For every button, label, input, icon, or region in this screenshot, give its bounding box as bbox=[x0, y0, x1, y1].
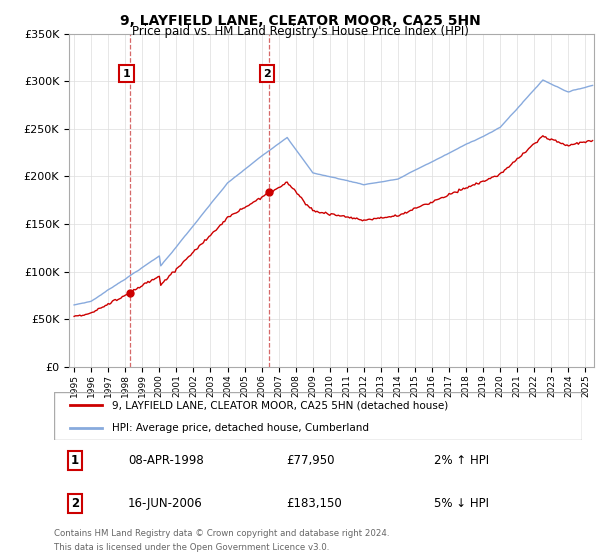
Text: 08-APR-1998: 08-APR-1998 bbox=[128, 454, 203, 467]
Text: 2: 2 bbox=[263, 68, 271, 78]
Text: HPI: Average price, detached house, Cumberland: HPI: Average price, detached house, Cumb… bbox=[112, 423, 369, 433]
Text: £183,150: £183,150 bbox=[286, 497, 342, 510]
Text: 2% ↑ HPI: 2% ↑ HPI bbox=[434, 454, 489, 467]
Text: 9, LAYFIELD LANE, CLEATOR MOOR, CA25 5HN: 9, LAYFIELD LANE, CLEATOR MOOR, CA25 5HN bbox=[119, 14, 481, 28]
Text: Contains HM Land Registry data © Crown copyright and database right 2024.: Contains HM Land Registry data © Crown c… bbox=[54, 530, 389, 539]
Text: 5% ↓ HPI: 5% ↓ HPI bbox=[434, 497, 489, 510]
Text: Price paid vs. HM Land Registry's House Price Index (HPI): Price paid vs. HM Land Registry's House … bbox=[131, 25, 469, 38]
Text: 2: 2 bbox=[71, 497, 79, 510]
Text: 16-JUN-2006: 16-JUN-2006 bbox=[128, 497, 203, 510]
Text: 1: 1 bbox=[71, 454, 79, 467]
Text: £77,950: £77,950 bbox=[286, 454, 335, 467]
Text: This data is licensed under the Open Government Licence v3.0.: This data is licensed under the Open Gov… bbox=[54, 543, 329, 552]
Text: 9, LAYFIELD LANE, CLEATOR MOOR, CA25 5HN (detached house): 9, LAYFIELD LANE, CLEATOR MOOR, CA25 5HN… bbox=[112, 400, 448, 410]
Text: 1: 1 bbox=[122, 68, 130, 78]
